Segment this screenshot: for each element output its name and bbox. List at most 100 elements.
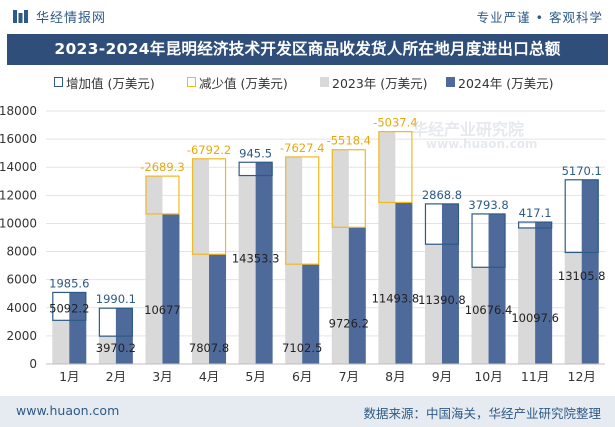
legend-swatch-increase [54, 77, 63, 87]
y-tick-label: 18000 [0, 104, 37, 118]
change-label: 417.1 [519, 206, 552, 220]
y-tick-label: 14000 [0, 160, 37, 174]
x-tick-label: 10月 [474, 369, 502, 384]
y-tick-label: 6000 [6, 273, 37, 287]
legend-label-2024: 2024年 (万美元) [458, 76, 554, 91]
increase-box [424, 203, 460, 245]
increase-box [98, 307, 133, 337]
change-label: 3793.8 [468, 198, 508, 212]
tagline: 专业严谨 • 客观科学 [476, 10, 603, 25]
y-tick-label: 8000 [6, 245, 37, 259]
x-tick-label: 6月 [292, 369, 312, 384]
x-tick-label: 9月 [432, 369, 452, 384]
decrease-box [378, 131, 413, 204]
change-label: -6792.2 [187, 143, 231, 157]
title-bar: 2023-2024年昆明经济技术开发区商品收发货人所在地月度进出口总额 [7, 34, 608, 65]
bar-2023 [378, 131, 396, 364]
bar-2024-value-label: 10676.4 [465, 303, 513, 317]
bar-2024-value-label: 13105.8 [558, 269, 606, 283]
y-tick-label: 16000 [0, 132, 37, 146]
bar-2023 [145, 176, 163, 364]
increase-box [564, 179, 599, 254]
increase-box [52, 291, 87, 321]
brand-name: 华经情报网 [36, 11, 107, 26]
bar-2023 [331, 149, 349, 364]
legend-swatch-decrease [187, 77, 196, 87]
bar-2024 [162, 213, 180, 364]
bar-2024-value-label: 7102.5 [282, 341, 322, 355]
huajing-logo-icon [13, 10, 28, 23]
watermark-text: 华经产业研究院 [412, 120, 525, 139]
bar-2024 [441, 203, 459, 364]
y-tick-label: 10000 [0, 216, 37, 230]
change-label: -2689.3 [140, 160, 184, 174]
y-tick-label: 2000 [6, 329, 37, 343]
bar-2024-value-label: 10097.6 [511, 311, 559, 325]
y-tick-label: 0 [29, 357, 37, 371]
bar-2023 [52, 320, 70, 364]
legend-swatch-2024 [446, 77, 455, 87]
y-tick-label: 12000 [0, 188, 37, 202]
bar-2024 [535, 222, 553, 364]
change-label: 1990.1 [96, 292, 136, 306]
change-label: -5518.4 [327, 134, 371, 148]
bar-2024-value-label: 14353.3 [232, 251, 280, 265]
bar-2024-value-label: 5092.2 [49, 301, 89, 315]
y-tick-label: 4000 [6, 301, 37, 315]
bar-2023 [518, 227, 536, 364]
footer-bar: www.huaon.com 数据来源：中国海关，华经产业研究院整理 [0, 396, 615, 427]
footer-url: www.huaon.com [16, 403, 120, 418]
x-tick-label: 7月 [339, 369, 359, 384]
x-tick-label: 1月 [59, 369, 79, 384]
decrease-box [145, 175, 180, 215]
bar-2024-value-label: 3970.2 [96, 341, 136, 355]
bar-2023 [192, 158, 210, 364]
bar-2023 [98, 336, 116, 364]
decrease-box [191, 158, 227, 255]
x-tick-label: 2月 [106, 369, 126, 384]
increase-box [471, 213, 506, 268]
increase-box [518, 221, 553, 229]
bar-2024-value-label: 9726.2 [329, 316, 369, 330]
bar-2024-value-label: 11493.8 [372, 291, 420, 305]
bar-2024 [302, 264, 320, 364]
decrease-box [331, 149, 366, 228]
legend-label-2023: 2023年 (万美元) [332, 76, 428, 91]
bar-2024 [348, 227, 366, 364]
bar-2024 [395, 202, 413, 364]
legend-label-increase: 增加值 (万美元) [66, 76, 155, 91]
change-label: -7627.4 [280, 141, 324, 155]
bar-2024 [488, 213, 506, 364]
footer-source: 数据来源：中国海关，华经产业研究院整理 [363, 406, 601, 421]
bar-2024 [255, 162, 273, 364]
bar-2024 [209, 254, 227, 364]
top-bar: 华经情报网 专业严谨 • 客观科学 [0, 0, 615, 32]
change-label: 945.5 [239, 146, 272, 160]
x-tick-label: 3月 [152, 369, 172, 384]
watermark-url: www.huaon.com [426, 137, 538, 151]
bar-2024 [69, 292, 87, 364]
bar-2024-value-label: 11390.8 [418, 293, 466, 307]
x-tick-label: 8月 [385, 369, 405, 384]
decrease-box [285, 156, 320, 265]
bar-2023 [471, 267, 489, 364]
bar-2024-value-label: 10677 [144, 303, 181, 317]
chart-legend: 增加值 (万美元) 减少值 (万美元) 2023年 (万美元) 2024年 (万… [0, 72, 615, 92]
change-label: 2868.8 [422, 188, 462, 202]
bar-2023 [285, 156, 303, 364]
x-tick-label: 5月 [245, 369, 265, 384]
legend-label-decrease: 减少值 (万美元) [199, 76, 288, 91]
chart-title: 2023-2024年昆明经济技术开发区商品收发货人所在地月度进出口总额 [54, 40, 561, 58]
change-label: -5037.4 [373, 116, 417, 130]
change-label: 1985.6 [49, 276, 89, 290]
increase-box [238, 161, 273, 177]
x-tick-label: 4月 [199, 369, 219, 384]
bar-2023 [564, 252, 582, 364]
x-tick-label: 11月 [521, 369, 549, 384]
bar-2024 [581, 179, 599, 364]
legend-swatch-2023 [320, 77, 329, 87]
bar-2023 [424, 244, 442, 364]
change-label: 5170.1 [562, 164, 602, 178]
bar-2023 [238, 175, 256, 364]
